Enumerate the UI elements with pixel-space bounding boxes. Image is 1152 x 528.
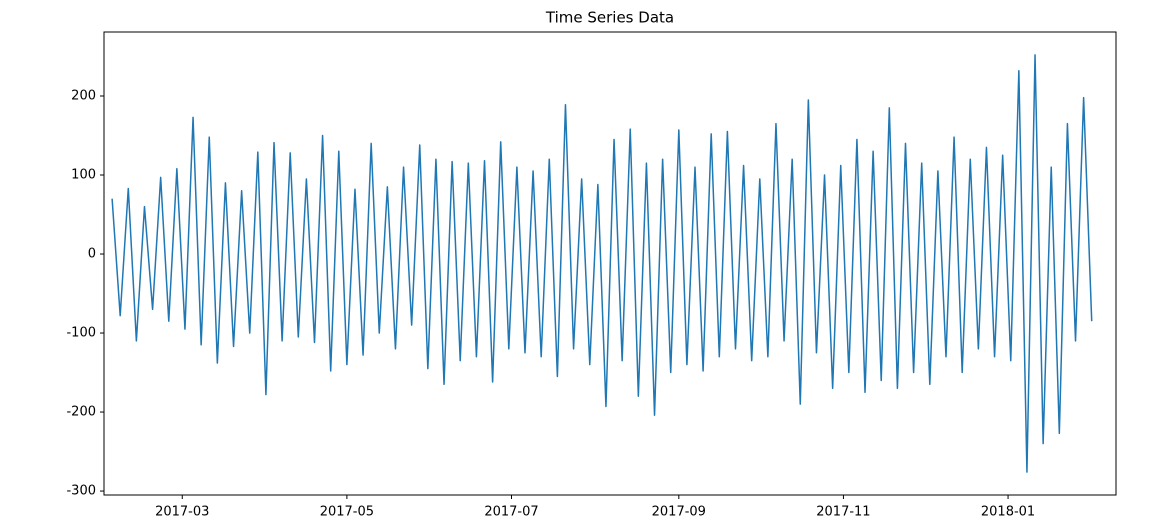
x-tick-label: 2017-03 <box>155 505 209 520</box>
x-tick-label: 2017-05 <box>320 505 374 520</box>
x-tick-label: 2017-07 <box>484 505 538 520</box>
x-tick-label: 2018-01 <box>981 505 1035 520</box>
x-tick-label: 2017-09 <box>652 505 706 520</box>
y-tick-label: -100 <box>66 326 96 341</box>
y-tick-label: 200 <box>71 88 96 103</box>
y-tick-label: 100 <box>71 168 96 183</box>
y-tick-label: -300 <box>66 484 96 499</box>
y-tick-label: 0 <box>88 247 96 262</box>
chart-title: Time Series Data <box>545 9 674 27</box>
x-tick-label: 2017-11 <box>816 505 870 520</box>
data-line <box>111 54 1093 473</box>
plot-frame <box>103 31 1117 496</box>
y-tick-label: -200 <box>66 405 96 420</box>
